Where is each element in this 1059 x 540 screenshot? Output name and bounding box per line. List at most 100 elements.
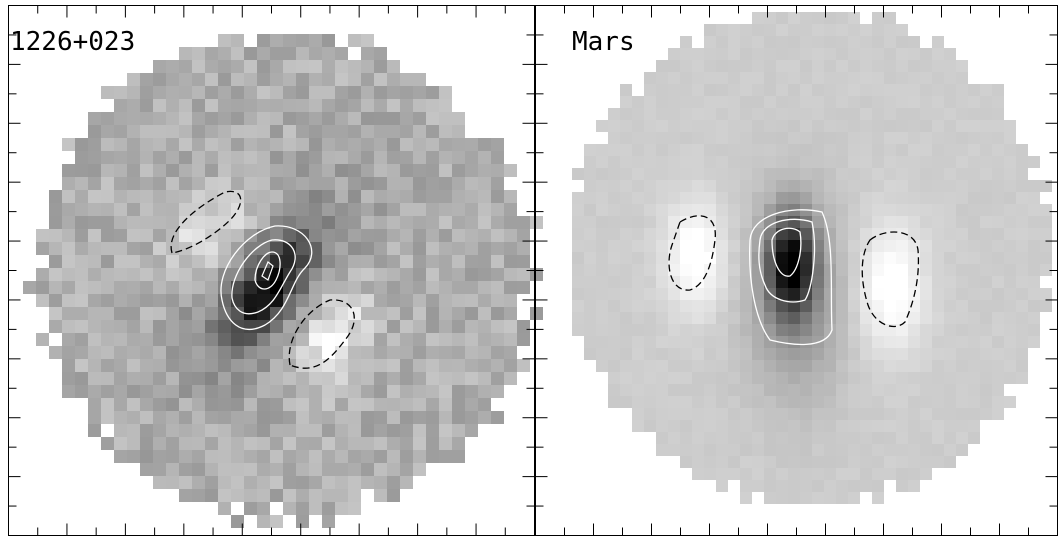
map-pixel [153,60,166,73]
map-pixel [836,48,848,60]
map-pixel [680,288,692,300]
map-pixel [608,132,620,144]
map-pixel [644,348,656,360]
map-pixel [140,294,153,307]
map-pixel [992,228,1004,240]
map-pixel [1028,300,1040,312]
map-pixel [944,396,956,408]
map-pixel [884,132,896,144]
map-pixel [296,177,309,190]
map-pixel [752,288,764,300]
map-pixel [166,216,179,229]
map-pixel [632,384,644,396]
map-pixel [860,144,872,156]
map-pixel [608,336,620,348]
map-pixel [478,268,491,281]
map-pixel [231,489,244,502]
map-pixel [692,60,704,72]
map-pixel [956,312,968,324]
map-pixel [1004,372,1016,384]
map-pixel [296,385,309,398]
map-pixel [1016,312,1028,324]
map-pixel [752,264,764,276]
map-pixel [257,268,270,281]
map-pixel [283,268,296,281]
map-pixel [824,204,836,216]
map-pixel [166,125,179,138]
map-pixel [1028,216,1040,228]
map-pixel [75,177,88,190]
map-pixel [426,216,439,229]
map-pixel [800,372,812,384]
map-pixel [101,86,114,99]
map-pixel [88,190,101,203]
map-pixel [920,72,932,84]
map-pixel [764,264,776,276]
map-pixel [704,264,716,276]
map-pixel [465,255,478,268]
map-pixel [62,307,75,320]
map-pixel [387,164,400,177]
map-pixel [491,385,504,398]
map-pixel [218,372,231,385]
map-pixel [788,228,800,240]
map-pixel [968,300,980,312]
map-pixel [257,398,270,411]
map-pixel [836,192,848,204]
map-pixel [296,359,309,372]
map-pixel [309,125,322,138]
map-pixel [764,276,776,288]
map-pixel [872,216,884,228]
map-pixel [860,228,872,240]
map-pixel [608,264,620,276]
map-pixel [257,385,270,398]
map-pixel [800,264,812,276]
map-pixel [800,36,812,48]
map-pixel [956,300,968,312]
map-pixel [824,156,836,168]
map-pixel [166,138,179,151]
map-pixel [114,242,127,255]
map-pixel [944,300,956,312]
map-pixel [752,108,764,120]
map-pixel [632,276,644,288]
map-pixel [956,216,968,228]
map-pixel [764,468,776,480]
map-pixel [400,151,413,164]
map-pixel [596,276,608,288]
map-pixel [692,456,704,468]
map-pixel [361,203,374,216]
map-pixel [632,336,644,348]
map-pixel [776,168,788,180]
map-pixel [413,190,426,203]
map-pixel [812,216,824,228]
map-pixel [439,268,452,281]
map-pixel [400,333,413,346]
map-pixel [932,336,944,348]
map-pixel [608,396,620,408]
map-pixel [620,264,632,276]
map-pixel [836,288,848,300]
map-pixel [166,398,179,411]
map-pixel [752,468,764,480]
map-pixel [632,396,644,408]
map-pixel [101,177,114,190]
map-pixel [872,348,884,360]
map-pixel [920,240,932,252]
map-pixel [704,408,716,420]
map-pixel [908,240,920,252]
map-pixel [884,144,896,156]
map-pixel [932,276,944,288]
map-pixel [335,385,348,398]
map-pixel [968,372,980,384]
map-pixel [848,60,860,72]
map-pixel [335,476,348,489]
map-pixel [968,396,980,408]
map-pixel [836,432,848,444]
map-pixel [400,424,413,437]
map-pixel [1004,348,1016,360]
map-pixel [668,192,680,204]
map-pixel [896,288,908,300]
map-pixel [478,177,491,190]
map-pixel [465,190,478,203]
